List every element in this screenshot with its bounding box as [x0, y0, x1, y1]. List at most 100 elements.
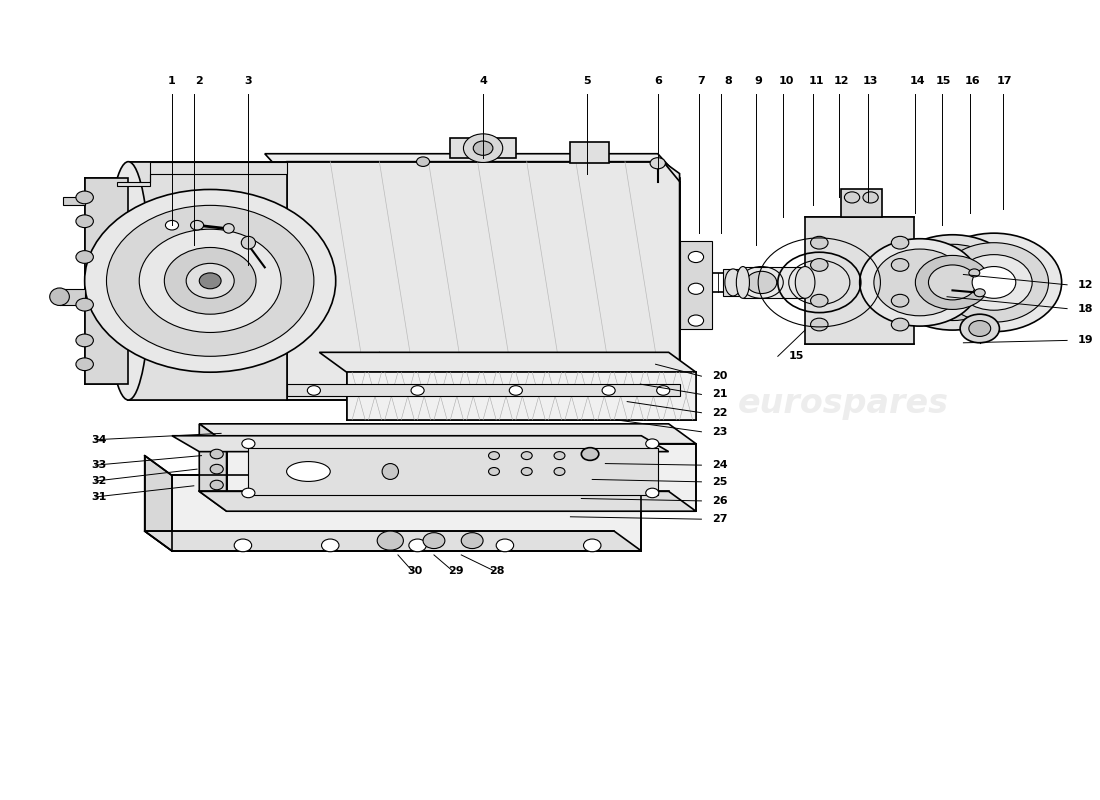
- Text: 32: 32: [91, 476, 107, 486]
- Text: eurospares: eurospares: [199, 260, 462, 302]
- Text: 23: 23: [713, 426, 728, 437]
- Polygon shape: [63, 198, 85, 206]
- Circle shape: [199, 273, 221, 289]
- Text: 18: 18: [1078, 304, 1093, 314]
- Text: 17: 17: [997, 76, 1013, 86]
- Text: 12: 12: [1078, 280, 1093, 290]
- Polygon shape: [742, 266, 805, 298]
- Polygon shape: [59, 289, 85, 305]
- Text: 13: 13: [862, 76, 878, 86]
- Circle shape: [76, 215, 94, 228]
- Circle shape: [960, 314, 1000, 342]
- Text: 15: 15: [789, 351, 804, 362]
- Text: 19: 19: [1078, 335, 1093, 346]
- Text: 1: 1: [168, 76, 176, 86]
- Polygon shape: [172, 475, 669, 491]
- Text: 31: 31: [91, 492, 107, 502]
- Circle shape: [928, 265, 977, 300]
- Text: 14: 14: [910, 76, 925, 86]
- Circle shape: [463, 134, 503, 162]
- Polygon shape: [172, 475, 641, 551]
- Text: 30: 30: [408, 566, 424, 576]
- Text: 27: 27: [713, 514, 728, 524]
- Circle shape: [190, 221, 204, 230]
- Text: 22: 22: [713, 408, 728, 418]
- Text: 9: 9: [755, 76, 762, 86]
- Text: 7: 7: [697, 76, 705, 86]
- Circle shape: [554, 452, 565, 459]
- Circle shape: [891, 236, 909, 249]
- Circle shape: [76, 358, 94, 370]
- Circle shape: [646, 439, 659, 449]
- Circle shape: [165, 221, 178, 230]
- Circle shape: [488, 452, 499, 459]
- Circle shape: [488, 467, 499, 475]
- Circle shape: [210, 464, 223, 474]
- Text: 3: 3: [244, 76, 252, 86]
- Circle shape: [926, 233, 1062, 332]
- Circle shape: [554, 467, 565, 475]
- Text: 29: 29: [448, 566, 463, 576]
- Polygon shape: [450, 138, 516, 158]
- Text: 16: 16: [965, 76, 980, 86]
- Circle shape: [939, 242, 1048, 322]
- Ellipse shape: [223, 224, 234, 233]
- Polygon shape: [287, 384, 680, 396]
- Text: 6: 6: [653, 76, 662, 86]
- Polygon shape: [571, 142, 608, 163]
- Text: 2: 2: [196, 76, 204, 86]
- Circle shape: [509, 386, 522, 395]
- Circle shape: [411, 386, 425, 395]
- Text: 5: 5: [583, 76, 591, 86]
- Text: 26: 26: [713, 496, 728, 506]
- Text: 8: 8: [725, 76, 733, 86]
- Polygon shape: [85, 178, 129, 384]
- Circle shape: [417, 157, 430, 166]
- Circle shape: [650, 158, 666, 169]
- Polygon shape: [346, 372, 696, 420]
- Circle shape: [76, 250, 94, 263]
- Circle shape: [900, 244, 1005, 321]
- Circle shape: [860, 238, 980, 326]
- Circle shape: [891, 294, 909, 307]
- Ellipse shape: [725, 269, 741, 296]
- Circle shape: [915, 255, 990, 310]
- Polygon shape: [319, 352, 696, 372]
- Circle shape: [321, 539, 339, 552]
- Circle shape: [107, 206, 314, 356]
- Circle shape: [521, 467, 532, 475]
- Circle shape: [956, 254, 1032, 310]
- Circle shape: [887, 234, 1018, 330]
- Polygon shape: [249, 448, 658, 495]
- Circle shape: [689, 283, 704, 294]
- Polygon shape: [842, 190, 881, 218]
- Text: 4: 4: [480, 76, 487, 86]
- Circle shape: [140, 229, 282, 333]
- Text: 33: 33: [91, 460, 107, 470]
- Circle shape: [975, 289, 986, 297]
- Ellipse shape: [287, 462, 330, 482]
- Polygon shape: [118, 162, 287, 186]
- Circle shape: [76, 191, 94, 204]
- Circle shape: [424, 533, 444, 549]
- Ellipse shape: [50, 288, 69, 306]
- Circle shape: [307, 386, 320, 395]
- Circle shape: [242, 488, 255, 498]
- Circle shape: [85, 190, 336, 372]
- Circle shape: [689, 315, 704, 326]
- Circle shape: [811, 318, 828, 331]
- Polygon shape: [271, 162, 680, 400]
- Text: 25: 25: [713, 477, 728, 487]
- Circle shape: [496, 539, 514, 552]
- Text: 20: 20: [713, 371, 728, 381]
- Polygon shape: [145, 531, 641, 551]
- Circle shape: [746, 271, 777, 294]
- Circle shape: [581, 448, 598, 460]
- Polygon shape: [265, 154, 680, 178]
- Text: 10: 10: [779, 76, 794, 86]
- Polygon shape: [199, 424, 227, 511]
- Circle shape: [891, 258, 909, 271]
- Polygon shape: [680, 241, 713, 329]
- Polygon shape: [227, 444, 696, 511]
- Circle shape: [873, 249, 966, 316]
